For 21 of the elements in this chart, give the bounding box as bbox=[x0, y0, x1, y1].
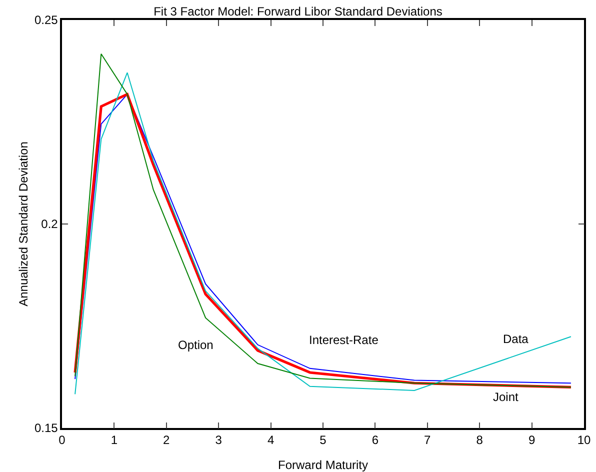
x-tick-label: 3 bbox=[215, 433, 222, 448]
x-tick-label: 2 bbox=[163, 433, 170, 448]
series-label: Data bbox=[503, 332, 529, 346]
x-tick-label: 4 bbox=[267, 433, 274, 448]
y-axis-title: Annualized Standard Deviation bbox=[16, 142, 30, 306]
series-label: Interest-Rate bbox=[309, 333, 379, 347]
x-tick-label: 0 bbox=[58, 433, 66, 448]
y-tick-label: 0.25 bbox=[34, 13, 58, 28]
y-tick-label: 0.15 bbox=[34, 421, 58, 436]
x-tick-label: 7 bbox=[424, 433, 432, 448]
y-tick-label: 0.2 bbox=[41, 217, 58, 232]
x-tick-label: 1 bbox=[110, 433, 118, 448]
x-tick-label: 6 bbox=[372, 433, 379, 448]
x-axis-title: Forward Maturity bbox=[278, 458, 368, 472]
x-tick-label: 9 bbox=[528, 433, 536, 448]
chart-title: Fit 3 Factor Model: Forward Libor Standard Deviations bbox=[154, 4, 442, 18]
x-tick-label: 5 bbox=[320, 433, 327, 448]
series-label: Joint bbox=[493, 390, 520, 404]
series-label: Option bbox=[178, 338, 214, 352]
x-tick-label: 8 bbox=[476, 433, 484, 448]
x-tick-label: 10 bbox=[577, 433, 591, 448]
